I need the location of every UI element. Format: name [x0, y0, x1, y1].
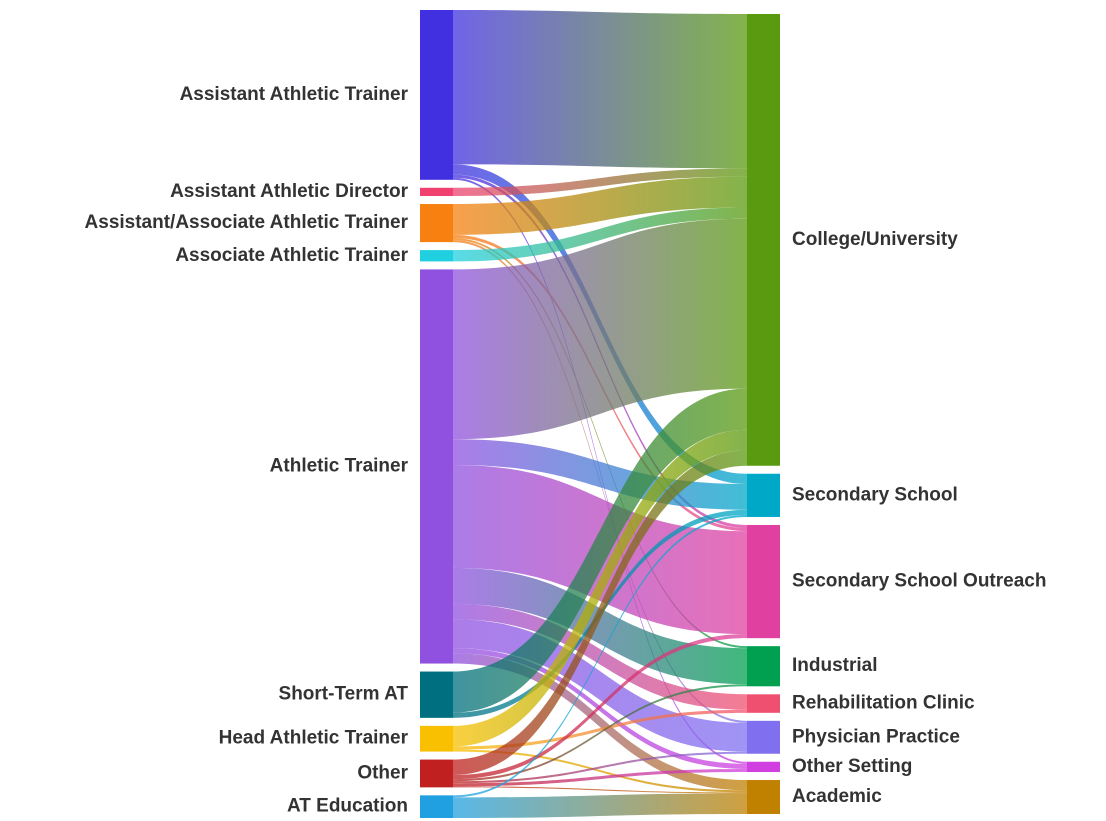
- link: [453, 751, 747, 784]
- link: [453, 176, 747, 235]
- target-label: Secondary School: [792, 484, 958, 505]
- source-node: [420, 759, 453, 788]
- link: [453, 567, 747, 685]
- link: [453, 793, 747, 818]
- source-label: Head Athletic Trainer: [219, 728, 409, 749]
- target-label: Industrial: [792, 655, 878, 676]
- link: [453, 786, 747, 794]
- source-node: [420, 725, 453, 752]
- source-node: [420, 671, 453, 718]
- link: [453, 429, 747, 747]
- source-node: [420, 204, 453, 243]
- source-label: Athletic Trainer: [270, 455, 409, 476]
- source-label: Short-Term AT: [279, 684, 409, 705]
- source-label: Assistant/Associate Athletic Trainer: [85, 212, 409, 233]
- link: [453, 634, 747, 780]
- link: [453, 709, 747, 750]
- target-node: [747, 720, 780, 754]
- link: [453, 450, 747, 776]
- target-node: [747, 14, 780, 466]
- link: [453, 168, 747, 197]
- target-label: Other Setting: [792, 756, 912, 777]
- source-label: Other: [357, 762, 408, 783]
- target-node: [747, 646, 780, 687]
- target-node: [747, 473, 780, 517]
- target-label: Rehabilitation Clinic: [792, 693, 975, 714]
- source-node: [420, 10, 453, 180]
- source-label: Assistant Athletic Director: [170, 181, 409, 202]
- link: [453, 218, 747, 440]
- source-label: AT Education: [287, 796, 408, 817]
- link: [453, 10, 747, 169]
- link: [453, 653, 747, 791]
- link: [453, 768, 747, 787]
- target-label: College/University: [792, 229, 958, 250]
- link: [453, 749, 747, 793]
- target-label: Physician Practice: [792, 726, 960, 747]
- target-label: Secondary School Outreach: [792, 571, 1046, 592]
- target-node: [747, 780, 780, 814]
- target-node: [747, 694, 780, 713]
- link: [453, 237, 747, 649]
- source-node: [420, 187, 453, 197]
- target-label: Academic: [792, 786, 882, 807]
- link: [453, 514, 747, 798]
- source-node: [420, 269, 453, 664]
- target-node: [747, 524, 780, 639]
- target-node: [747, 761, 780, 773]
- source-label: Associate Athletic Trainer: [175, 245, 408, 266]
- source-label: Assistant Athletic Trainer: [180, 84, 409, 105]
- link: [453, 684, 747, 782]
- source-node: [420, 795, 453, 818]
- link: [453, 207, 747, 262]
- source-node: [420, 250, 453, 262]
- link: [453, 388, 747, 713]
